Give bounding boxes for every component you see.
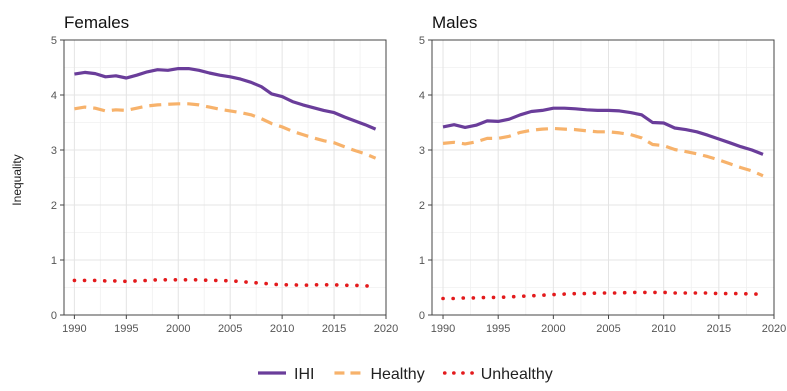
panel-border (63, 39, 387, 316)
series-line-healthy (74, 102, 377, 160)
y-tick-label: 3 (51, 145, 57, 157)
x-tick-label: 2010 (651, 323, 675, 335)
legend-label: Unhealthy (481, 366, 553, 383)
y-tick-label: 0 (51, 310, 57, 322)
series-line-unhealthy (441, 290, 765, 301)
y-tick-label: 3 (419, 145, 425, 157)
panel-title: Males (432, 13, 477, 32)
y-tick-label: 5 (51, 35, 57, 47)
x-tick-label: 1990 (431, 323, 455, 335)
y-tick-label: 5 (419, 35, 425, 47)
y-tick-label: 4 (51, 90, 57, 102)
y-tick-label: 4 (419, 90, 425, 102)
y-tick-label: 1 (51, 255, 57, 267)
series-line-ihi (442, 106, 764, 156)
series-line-healthy (442, 126, 764, 178)
x-tick-label: 2000 (541, 323, 565, 335)
legend-label: IHI (294, 366, 314, 383)
legend-item-healthy: Healthy (334, 366, 425, 383)
panel-males: Males 0 1 2 3 4 5 1990 1995 2000 2005 2010 2015 2020 (419, 13, 786, 335)
y-tick-label: 2 (419, 200, 425, 212)
y-axis-label: Inequality (10, 154, 24, 205)
x-tick-label: 2020 (374, 323, 398, 335)
panel-females: Females 0 1 2 3 4 5 1990 1995 2000 2005 2010 2015 202… (51, 13, 398, 335)
legend-label: Healthy (370, 366, 424, 383)
x-tick-label: 1995 (486, 323, 510, 335)
panel-border (431, 39, 775, 316)
y-tick-label: 0 (419, 310, 425, 322)
x-tick-label: 2005 (596, 323, 620, 335)
panel-title: Females (64, 13, 129, 32)
legend-item-unhealthy: Unhealthy (442, 366, 553, 383)
x-tick-label: 2020 (762, 323, 786, 335)
x-tick-label: 1995 (114, 323, 138, 335)
x-tick-label: 2000 (166, 323, 190, 335)
x-tick-label: 2015 (707, 323, 731, 335)
legend: IHI Healthy Unhealthy (258, 366, 553, 383)
x-tick-label: 2005 (218, 323, 242, 335)
x-tick-label: 1990 (62, 323, 86, 335)
series-line-ihi (74, 66, 377, 131)
x-tick-label: 2015 (322, 323, 346, 335)
x-tick-label: 2010 (270, 323, 294, 335)
series-line-unhealthy (72, 277, 378, 288)
y-tick-label: 1 (419, 255, 425, 267)
legend-item-ihi: IHI (258, 366, 314, 383)
y-tick-label: 2 (51, 200, 57, 212)
